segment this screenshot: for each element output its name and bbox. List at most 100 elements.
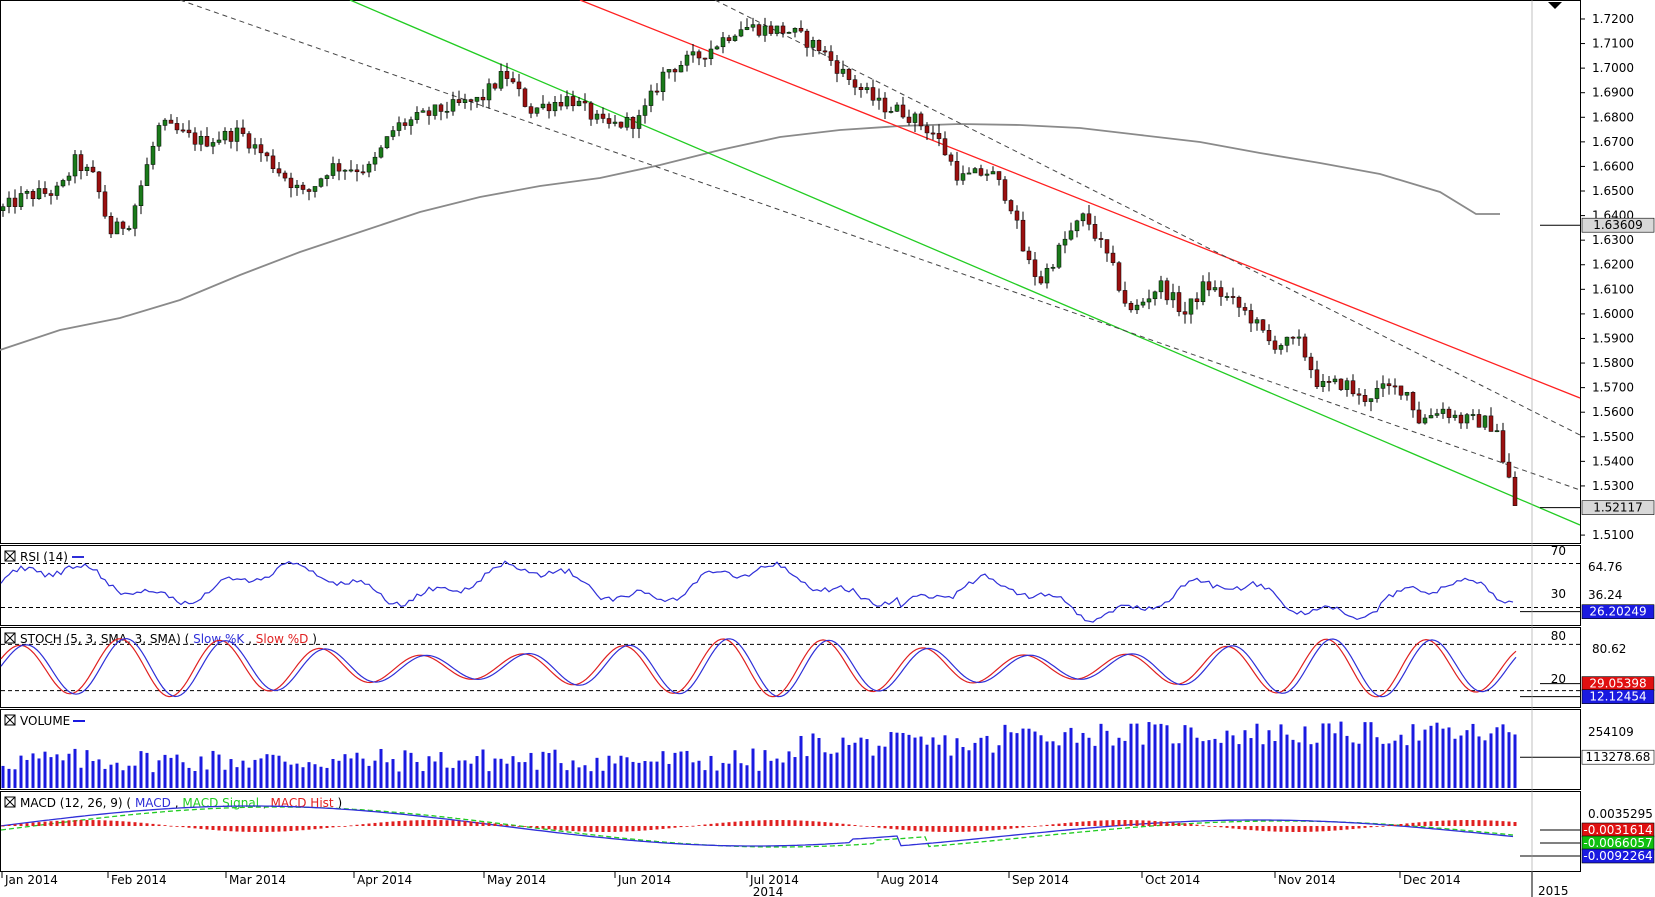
candle-body [312, 186, 318, 192]
macd-line-name: MACD [135, 796, 171, 810]
candle-body [1368, 398, 1374, 402]
macd-hist-bar [1195, 824, 1199, 826]
candle-body [1362, 395, 1368, 402]
candle-body [858, 86, 864, 90]
macd-hist-bar [1339, 826, 1343, 831]
volume-bar [889, 732, 893, 788]
volume-bar [1021, 728, 1025, 788]
volume-bar [481, 749, 485, 788]
price-tick-label: 1.6800 [1592, 110, 1634, 124]
scroll-arrow-icon[interactable] [1548, 2, 1562, 9]
volume-bar [553, 749, 557, 788]
value-marker-label: -0.0031614 [1583, 823, 1652, 837]
macd-hist-bar [1051, 824, 1055, 826]
macd-hist-bar [151, 823, 155, 826]
price-tick-label: 1.6100 [1592, 282, 1634, 296]
candle-body [1470, 414, 1476, 416]
red-trend-line [579, 0, 1581, 399]
macd-hist-bar [1255, 826, 1259, 831]
candle-body [1404, 392, 1410, 396]
volume-bar [91, 761, 95, 788]
macd-hist-bar [157, 824, 161, 826]
x-tick-label: Apr 2014 [357, 873, 412, 887]
volume-bar [871, 755, 875, 788]
macd-hist-bar [1147, 820, 1151, 826]
macd-hist-bar [1225, 826, 1229, 828]
stoch-legend: STOCH (5, 3, SMA, 3, SMA) ( Slow %K , Sl… [4, 632, 317, 646]
macd-hist-bar [43, 821, 47, 826]
volume-bar [757, 770, 761, 788]
candle-body [618, 121, 624, 128]
volume-bar [289, 764, 293, 788]
macd-hist-bar [145, 823, 149, 826]
volume-bar [895, 732, 899, 788]
volume-bar [661, 751, 665, 788]
macd-hist-bar [331, 826, 335, 828]
macd-hist-bar [913, 826, 917, 831]
svg-text:STOCH (5, 3, SMA, 3, SMA): STOCH (5, 3, SMA, 3, SMA) ( Slow %K , Sl… [20, 632, 317, 646]
macd-hist-bar [1327, 826, 1331, 831]
candle-body [954, 161, 960, 181]
stoch-label-high: 80.62 [1592, 642, 1626, 656]
macd-hist-bar [319, 826, 323, 829]
volume-bar [169, 757, 173, 788]
macd-panel [0, 791, 1581, 872]
volume-bar [937, 744, 941, 788]
candle-body [558, 101, 564, 107]
macd-hist-bar [439, 820, 443, 826]
volume-bar [673, 752, 677, 788]
volume-bar [907, 734, 911, 788]
macd-hist-bar [547, 826, 551, 830]
macd-hist-bar [109, 820, 113, 826]
macd-hist-bar [751, 820, 755, 826]
candle-body [1476, 414, 1482, 428]
volume-bar [7, 768, 11, 788]
volume-bar [985, 735, 989, 788]
macd-hist-bar [445, 820, 449, 826]
macd-hist-bar [469, 821, 473, 826]
macd-hist-bar [217, 826, 221, 831]
candle-body [1020, 219, 1026, 252]
volume-bar [469, 763, 473, 788]
candle-body [1104, 239, 1110, 254]
macd-hist-bar [631, 826, 635, 832]
volume-bar [691, 762, 695, 788]
candle-body [504, 71, 510, 79]
candle-body [426, 110, 432, 116]
volume-bar [427, 756, 431, 788]
volume-bar [1405, 745, 1409, 788]
volume-bar [325, 767, 329, 788]
volume-bar [625, 757, 629, 788]
channel-line-lower [179, 0, 1581, 491]
macd-hist-bar [1165, 821, 1169, 826]
candle-body [318, 178, 324, 187]
volume-bar [361, 758, 365, 788]
macd-hist-bar [1189, 824, 1193, 826]
macd-hist-bar [931, 826, 935, 832]
candle-body [384, 136, 390, 149]
macd-hist-bar [607, 826, 611, 832]
candle-body [282, 172, 288, 179]
volume-bar [1219, 742, 1223, 788]
volume-bar [631, 761, 635, 788]
macd-hist-bar [523, 826, 527, 827]
price-tick-label: 1.5500 [1592, 430, 1634, 444]
candle-body [984, 173, 990, 176]
volume-bar [211, 750, 215, 788]
macd-hist-bar [559, 826, 563, 831]
candle-body [1044, 268, 1050, 284]
candle-body [642, 105, 648, 116]
volume-bar [1297, 742, 1301, 788]
candle-body [792, 27, 798, 33]
volume-plot [1, 721, 1517, 788]
macd-hist-bar [133, 822, 137, 826]
x-tick-label: Jul 2014 [749, 873, 799, 887]
candle-body [768, 25, 774, 34]
volume-bar [1399, 734, 1403, 788]
macd-hist-bar [229, 826, 233, 832]
candle-body [1026, 250, 1032, 261]
candle-body [1146, 298, 1152, 303]
volume-bar [733, 750, 737, 788]
candle-body [1380, 383, 1386, 389]
volume-bar [139, 751, 143, 788]
